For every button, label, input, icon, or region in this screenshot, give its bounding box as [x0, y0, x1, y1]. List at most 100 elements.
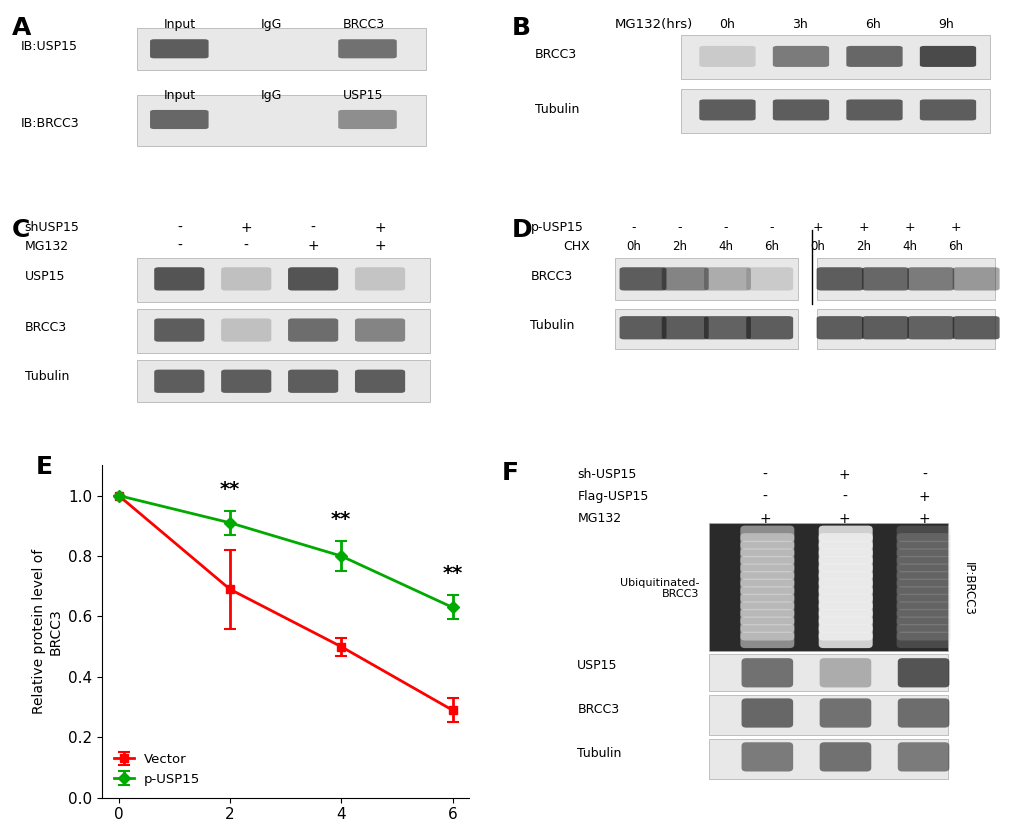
FancyBboxPatch shape: [818, 525, 872, 542]
FancyBboxPatch shape: [138, 258, 430, 302]
FancyBboxPatch shape: [287, 268, 338, 291]
FancyBboxPatch shape: [896, 541, 950, 558]
FancyBboxPatch shape: [740, 556, 794, 573]
FancyBboxPatch shape: [819, 658, 870, 687]
FancyBboxPatch shape: [907, 316, 954, 339]
FancyBboxPatch shape: [740, 632, 794, 648]
FancyBboxPatch shape: [818, 556, 872, 573]
FancyBboxPatch shape: [150, 110, 209, 129]
Text: 0h: 0h: [626, 240, 640, 253]
FancyBboxPatch shape: [740, 624, 794, 641]
FancyBboxPatch shape: [897, 742, 949, 771]
FancyBboxPatch shape: [741, 658, 793, 687]
FancyBboxPatch shape: [703, 268, 750, 291]
FancyBboxPatch shape: [818, 578, 872, 595]
FancyBboxPatch shape: [619, 268, 665, 291]
FancyBboxPatch shape: [919, 46, 975, 67]
Text: **: **: [220, 479, 239, 499]
FancyBboxPatch shape: [661, 268, 708, 291]
Text: +: +: [857, 221, 868, 234]
Text: +: +: [758, 512, 770, 526]
Text: Tubulin: Tubulin: [577, 747, 622, 760]
Text: D: D: [512, 219, 532, 243]
FancyBboxPatch shape: [896, 594, 950, 610]
Text: -: -: [677, 221, 681, 234]
Text: Tubulin: Tubulin: [530, 319, 575, 332]
FancyBboxPatch shape: [846, 46, 902, 67]
FancyBboxPatch shape: [741, 698, 793, 728]
Text: BRCC3: BRCC3: [24, 322, 66, 334]
FancyBboxPatch shape: [680, 89, 989, 133]
FancyBboxPatch shape: [355, 318, 405, 342]
FancyBboxPatch shape: [896, 525, 950, 542]
Text: +: +: [839, 512, 850, 526]
Text: +: +: [307, 239, 319, 253]
Text: MG132: MG132: [577, 512, 621, 525]
Text: 0h: 0h: [718, 18, 735, 32]
Text: Input: Input: [163, 89, 196, 102]
FancyBboxPatch shape: [818, 586, 872, 602]
FancyBboxPatch shape: [355, 370, 405, 393]
Text: +: +: [918, 490, 929, 504]
FancyBboxPatch shape: [338, 110, 396, 129]
FancyBboxPatch shape: [819, 742, 870, 771]
Text: MG132(hrs): MG132(hrs): [614, 18, 693, 32]
FancyBboxPatch shape: [740, 534, 794, 549]
FancyBboxPatch shape: [614, 309, 797, 349]
Text: +: +: [918, 512, 929, 526]
Text: Flag-USP15: Flag-USP15: [577, 490, 648, 503]
FancyBboxPatch shape: [287, 370, 338, 393]
Y-axis label: Relative protein level of
BRCC3: Relative protein level of BRCC3: [33, 549, 62, 714]
Text: USP15: USP15: [24, 270, 65, 283]
FancyBboxPatch shape: [896, 578, 950, 595]
FancyBboxPatch shape: [861, 316, 908, 339]
FancyBboxPatch shape: [740, 548, 794, 565]
FancyBboxPatch shape: [818, 617, 872, 633]
FancyBboxPatch shape: [221, 318, 271, 342]
FancyBboxPatch shape: [896, 632, 950, 648]
FancyBboxPatch shape: [818, 602, 872, 617]
Text: 6h: 6h: [763, 240, 779, 253]
FancyBboxPatch shape: [740, 525, 794, 542]
FancyBboxPatch shape: [154, 268, 204, 291]
FancyBboxPatch shape: [740, 571, 794, 588]
Text: **: **: [331, 509, 351, 529]
FancyBboxPatch shape: [818, 609, 872, 626]
Text: 4h: 4h: [717, 240, 733, 253]
FancyBboxPatch shape: [772, 100, 828, 120]
FancyBboxPatch shape: [138, 361, 430, 402]
Text: +: +: [950, 221, 960, 234]
FancyBboxPatch shape: [818, 594, 872, 610]
FancyBboxPatch shape: [150, 39, 209, 58]
FancyBboxPatch shape: [896, 571, 950, 588]
Text: +: +: [839, 468, 850, 482]
FancyBboxPatch shape: [896, 609, 950, 626]
Text: 6h: 6h: [947, 240, 962, 253]
Text: USP15: USP15: [577, 659, 618, 672]
Text: 0h: 0h: [809, 240, 824, 253]
Text: F: F: [501, 460, 519, 484]
FancyBboxPatch shape: [338, 39, 396, 58]
FancyBboxPatch shape: [154, 370, 204, 393]
FancyBboxPatch shape: [221, 370, 271, 393]
Text: 3h: 3h: [792, 18, 807, 32]
FancyBboxPatch shape: [287, 318, 338, 342]
Text: -: -: [762, 468, 766, 482]
Text: IB:BRCC3: IB:BRCC3: [20, 117, 78, 130]
FancyBboxPatch shape: [816, 309, 994, 349]
FancyBboxPatch shape: [138, 309, 430, 353]
Text: C: C: [12, 219, 31, 243]
FancyBboxPatch shape: [708, 523, 947, 651]
FancyBboxPatch shape: [952, 268, 999, 291]
FancyBboxPatch shape: [896, 617, 950, 633]
Text: +: +: [240, 221, 252, 234]
Text: IgG: IgG: [261, 89, 281, 102]
Text: USP15: USP15: [342, 89, 383, 102]
FancyBboxPatch shape: [896, 563, 950, 580]
FancyBboxPatch shape: [896, 534, 950, 549]
FancyBboxPatch shape: [680, 36, 989, 79]
Text: shUSP15: shUSP15: [24, 221, 79, 234]
FancyBboxPatch shape: [708, 739, 947, 779]
Text: 9h: 9h: [936, 18, 953, 32]
FancyBboxPatch shape: [138, 95, 426, 146]
